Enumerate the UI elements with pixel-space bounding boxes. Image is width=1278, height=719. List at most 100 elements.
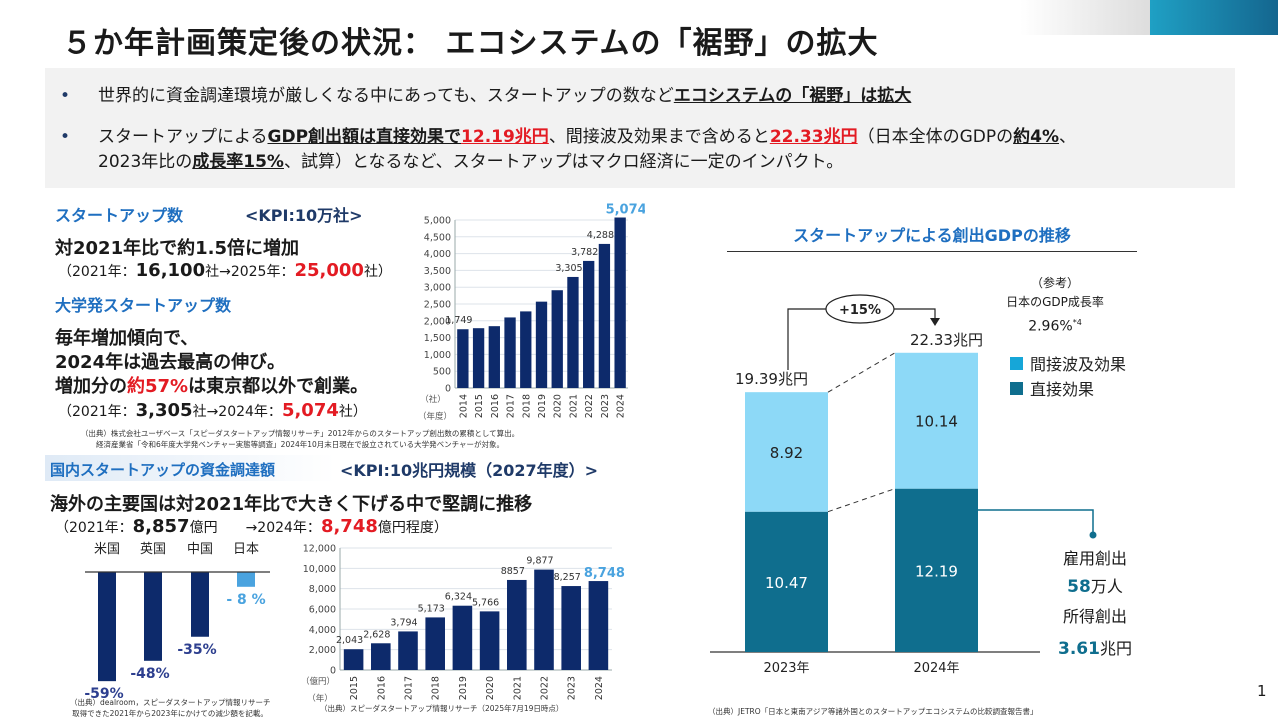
x-tick-label: 2015: [349, 676, 360, 700]
bar-direct: [895, 488, 978, 652]
bar: [588, 581, 609, 670]
bar: [583, 260, 595, 388]
x-tick-label: 2021: [512, 676, 523, 700]
bar: [452, 605, 473, 670]
text-segment: 22.33兆円: [769, 127, 858, 147]
income-label: 所得創出: [1062, 607, 1127, 626]
arrow-down-icon: [930, 318, 940, 326]
funding-source: （出典）スピーダスタートアップ情報リサーチ（2025年7月19日時点）: [320, 704, 564, 713]
funding-detail: （2021年：8,857億円 →2024年：8,748億円程度）: [55, 516, 448, 537]
gdp-impact: 雇用創出 58万人 所得創出 3.61兆円: [1045, 545, 1145, 659]
text-segment: 5,074: [281, 400, 339, 421]
y-tick-label: 4,500: [424, 232, 451, 243]
income-unit: 兆円: [1099, 639, 1132, 658]
page-number: 1: [1257, 682, 1267, 700]
x-tick-label: 2017: [404, 676, 415, 700]
legend-label: 直接効果: [1030, 380, 1094, 399]
bar: [561, 586, 581, 670]
bar: [507, 579, 527, 670]
text-segment: 、: [1058, 127, 1076, 147]
bullet-text: スタートアップによるGDP創出額は直接効果で12.19兆円、間接波及効果まで含め…: [98, 125, 1076, 150]
x-tick-label: 2015: [474, 394, 485, 418]
y-tick-label: 500: [433, 367, 451, 378]
connector-dashed: [827, 352, 896, 393]
text-segment: 8,857: [132, 516, 190, 537]
legend-swatch-direct: [1010, 382, 1023, 395]
bullet-text: 2023年比の成長率15%、試算）となるなど、スタートアップはマクロ経済に一定の…: [98, 150, 843, 175]
startup-count-chart: 0 500 1,000 1,500 2,000 2,500 3,000 3,500 4,000 4…: [418, 203, 645, 422]
y-tick-label: 2,000: [309, 645, 336, 656]
country-label: 米国: [94, 542, 120, 557]
y-tick-label: 1,500: [424, 333, 451, 344]
y-axis-unit: （億円）: [301, 676, 335, 687]
data-label: -48%: [130, 666, 169, 682]
x-tick-label: 2019: [537, 394, 548, 418]
bar: [237, 572, 255, 587]
x-tick-label: 2023年: [763, 661, 809, 676]
bar: [504, 317, 516, 388]
text-segment: スタートアップによる: [98, 127, 268, 147]
country-label: 英国: [140, 542, 166, 557]
legend-label: 間接波及効果: [1030, 355, 1126, 374]
gdp-reference: （参考） 日本のGDP成長率 2.96%*4: [1005, 274, 1105, 335]
univ-line: 毎年増加傾向で、: [55, 324, 198, 350]
data-label: 10.14: [915, 413, 958, 431]
reference-value: 2.96%*4: [1005, 318, 1105, 335]
x-tick-label: 2024: [616, 394, 627, 418]
x-tick-label: 2022: [584, 394, 595, 418]
summary-box: • 世界的に資金調達環境が厳しくなる中にあっても、スタートアップの数などエコシス…: [45, 68, 1235, 188]
country-decline-chart: 米国 -59% 英国 -48% 中国 -35% 日本 - 8 %: [84, 542, 270, 702]
bar: [614, 217, 626, 388]
x-tick-label: 2019: [458, 676, 469, 700]
y-tick-label: 1,000: [424, 350, 451, 361]
x-tick-label: 2018: [521, 394, 532, 418]
header-accent-bar: [1150, 0, 1278, 35]
bar: [371, 643, 391, 670]
bar: [534, 569, 554, 670]
text-segment: 増加分の: [55, 376, 127, 397]
x-tick-label: 2024年: [913, 661, 959, 676]
text-segment: GDP創出額は直接効果で: [267, 127, 462, 147]
callout-line: [978, 509, 1094, 533]
y-tick-label: 10,000: [303, 564, 336, 575]
x-tick-label: 2016: [376, 676, 387, 700]
gdp-source: （出典）JETRO「日本と東南アジア等諸外国とのスタートアップエコシステムの比較…: [708, 707, 1038, 716]
data-label: 3,794: [390, 617, 417, 628]
data-label: 5,074: [606, 203, 645, 218]
data-label: -35%: [177, 642, 216, 658]
data-label: -59%: [84, 686, 123, 702]
funding-headline: 海外の主要国は対2021年比で大きく下げる中で堅調に推移: [50, 494, 533, 515]
text-segment: （2021年：: [55, 520, 133, 536]
text-segment: 毎年増加傾向で、: [55, 328, 199, 349]
funding-amount-chart: 0 2,000 4,000 6,000 8,000 10,000 12,000 2015 2,0…: [301, 544, 625, 704]
country-source: （出典）dealroom，スピーダスタートアップ情報リサーチ 取得できた2021…: [70, 697, 270, 719]
bar: [144, 572, 162, 661]
y-tick-label: 12,000: [303, 544, 336, 555]
total-label: 22.33兆円: [910, 331, 983, 349]
univ-line: 増加分の約57%は東京都以外で創業。: [55, 372, 368, 398]
bar: [472, 328, 485, 388]
univ-line: 2024年は過去最高の伸び。: [55, 348, 285, 374]
data-label: 8,257: [554, 572, 581, 583]
text-segment: 社→2025年：: [205, 264, 295, 280]
growth-badge: [825, 294, 895, 324]
text-segment: 、試算）となるなど、スタートアップはマクロ経済に一定のインパクト。: [283, 152, 844, 172]
source-line: 取得できた2021年から2023年にかけての減少額を記載。: [72, 709, 268, 718]
y-tick-label: 2,000: [424, 316, 451, 327]
x-axis-unit: （年度）: [418, 411, 452, 422]
x-tick-label: 2023: [600, 394, 611, 418]
gdp-stacked-chart: 10.47 8.92 19.39兆円 2023年 12.19 10.14 22.33兆円 20…: [710, 294, 1126, 676]
funding-heading: 国内スタートアップの資金調達額: [50, 461, 276, 479]
startups-headline: 対2021年比で約1.5倍に増加: [55, 238, 299, 259]
reference-value-text: 2.96%: [1028, 318, 1073, 335]
country-label: 日本: [233, 542, 259, 557]
bar: [343, 649, 364, 670]
gdp-heading: スタートアップによる創出GDPの推移: [727, 222, 1137, 252]
connector-dashed: [827, 488, 896, 513]
reference-label: （参考）: [1030, 276, 1079, 290]
univ-heading: 大学発スタートアップ数: [55, 296, 232, 315]
total-label: 19.39兆円: [735, 370, 808, 388]
bar-indirect: [745, 392, 828, 512]
x-tick-label: 2023: [567, 676, 578, 700]
text-segment: （2021年：: [58, 404, 136, 420]
